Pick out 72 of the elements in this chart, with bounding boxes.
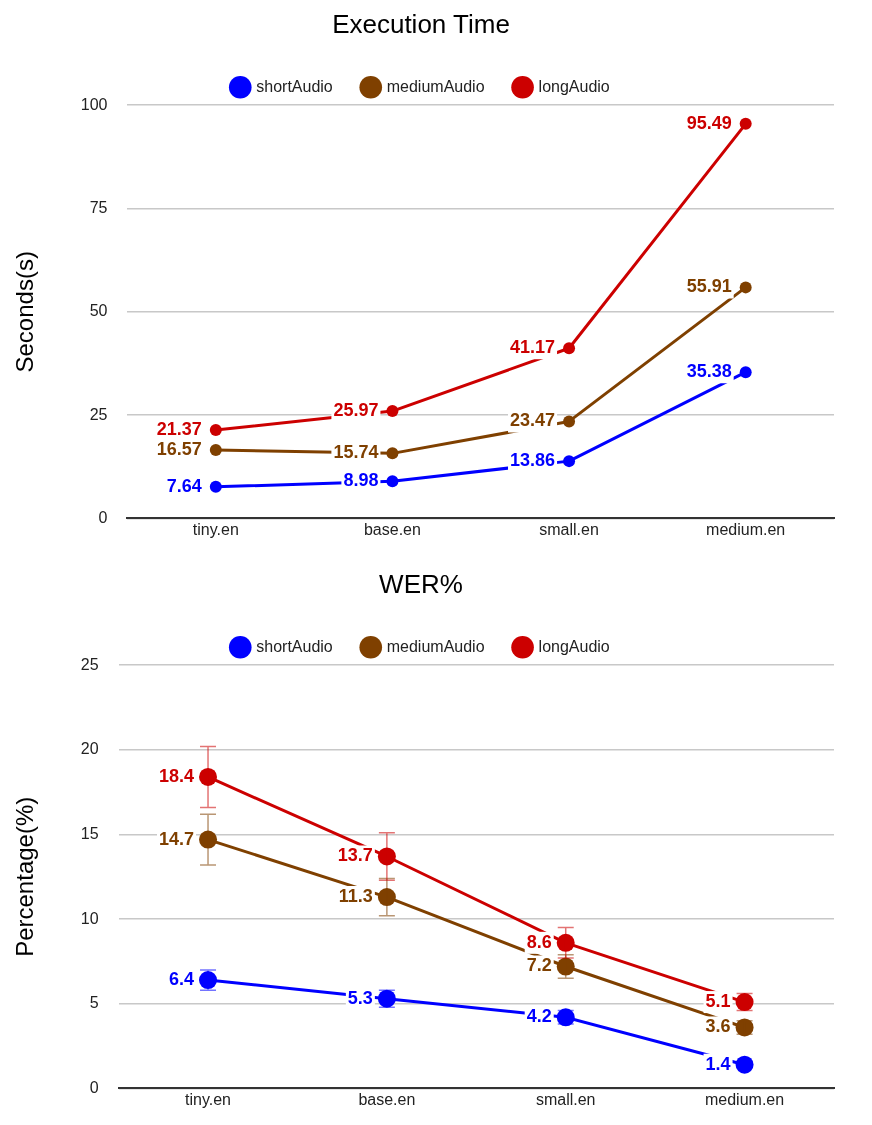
data-label: 13.7 bbox=[337, 845, 373, 866]
point bbox=[199, 830, 218, 849]
point bbox=[739, 366, 752, 379]
y-tick-label: 10 bbox=[80, 909, 99, 927]
y-tick-label: 0 bbox=[98, 508, 108, 526]
x-tick-label: small.en bbox=[539, 521, 599, 539]
point bbox=[739, 281, 752, 294]
data-label: 23.47 bbox=[510, 410, 556, 431]
point bbox=[386, 405, 399, 418]
point bbox=[563, 455, 576, 468]
point bbox=[377, 847, 396, 866]
point bbox=[739, 117, 752, 130]
legend-label: longAudio bbox=[538, 77, 610, 95]
data-label: 11.3 bbox=[338, 886, 373, 907]
data-label: 14.7 bbox=[158, 828, 195, 849]
point bbox=[735, 1055, 754, 1074]
chart-title: WER% bbox=[379, 568, 463, 599]
point bbox=[563, 415, 576, 428]
x-tick-label: medium.en bbox=[705, 1091, 785, 1109]
point bbox=[209, 480, 222, 493]
data-label: 25.97 bbox=[333, 400, 379, 421]
x-tick-label: base.en bbox=[363, 521, 421, 539]
data-label: 16.57 bbox=[156, 438, 202, 459]
y-tick-label: 5 bbox=[89, 994, 99, 1012]
point bbox=[556, 957, 575, 976]
y-tick-label: 25 bbox=[89, 405, 108, 423]
y-axis-title: Percentage(%) bbox=[11, 796, 39, 957]
data-label: 35.38 bbox=[686, 361, 732, 382]
data-label: 41.17 bbox=[510, 337, 556, 358]
chart-title: Execution Time bbox=[332, 8, 510, 39]
y-tick-label: 25 bbox=[80, 655, 99, 673]
data-label: 15.74 bbox=[333, 442, 379, 463]
legend-label: longAudio bbox=[538, 637, 610, 655]
data-label: 8.98 bbox=[343, 470, 379, 491]
point bbox=[199, 767, 218, 786]
x-tick-label: small.en bbox=[535, 1091, 596, 1109]
point bbox=[209, 424, 222, 437]
data-label: 1.4 bbox=[705, 1053, 731, 1074]
legend-label: mediumAudio bbox=[386, 77, 485, 95]
y-tick-label: 20 bbox=[80, 740, 99, 758]
point bbox=[556, 933, 575, 952]
data-label: 18.4 bbox=[158, 765, 195, 786]
x-tick-label: tiny.en bbox=[185, 1091, 231, 1109]
data-label: 13.86 bbox=[510, 450, 556, 471]
point bbox=[377, 888, 396, 907]
point bbox=[209, 443, 222, 456]
y-axis-title: Seconds(s) bbox=[11, 251, 39, 373]
data-label: 8.6 bbox=[526, 931, 552, 952]
legend-label: shortAudio bbox=[256, 77, 333, 95]
data-label: 55.91 bbox=[686, 276, 732, 297]
y-tick-label: 75 bbox=[89, 198, 108, 216]
y-tick-label: 15 bbox=[80, 824, 99, 842]
x-tick-label: tiny.en bbox=[192, 521, 239, 539]
data-label: 5.1 bbox=[705, 991, 731, 1012]
legend-label: mediumAudio bbox=[386, 637, 485, 655]
y-tick-label: 50 bbox=[89, 302, 108, 320]
x-tick-label: base.en bbox=[358, 1091, 416, 1109]
data-label: 4.2 bbox=[526, 1006, 552, 1027]
data-label: 6.4 bbox=[168, 969, 195, 990]
data-label: 7.2 bbox=[526, 955, 552, 976]
data-label: 3.6 bbox=[705, 1016, 731, 1037]
point bbox=[386, 447, 399, 460]
y-tick-label: 100 bbox=[80, 95, 108, 113]
data-label: 7.64 bbox=[166, 475, 202, 496]
point bbox=[386, 475, 399, 488]
y-tick-label: 0 bbox=[89, 1078, 99, 1096]
data-label: 5.3 bbox=[347, 987, 373, 1008]
data-label: 95.49 bbox=[686, 112, 732, 133]
data-label: 21.37 bbox=[156, 419, 202, 440]
point bbox=[563, 342, 576, 355]
legend-label: shortAudio bbox=[256, 637, 333, 655]
x-tick-label: medium.en bbox=[706, 521, 786, 539]
